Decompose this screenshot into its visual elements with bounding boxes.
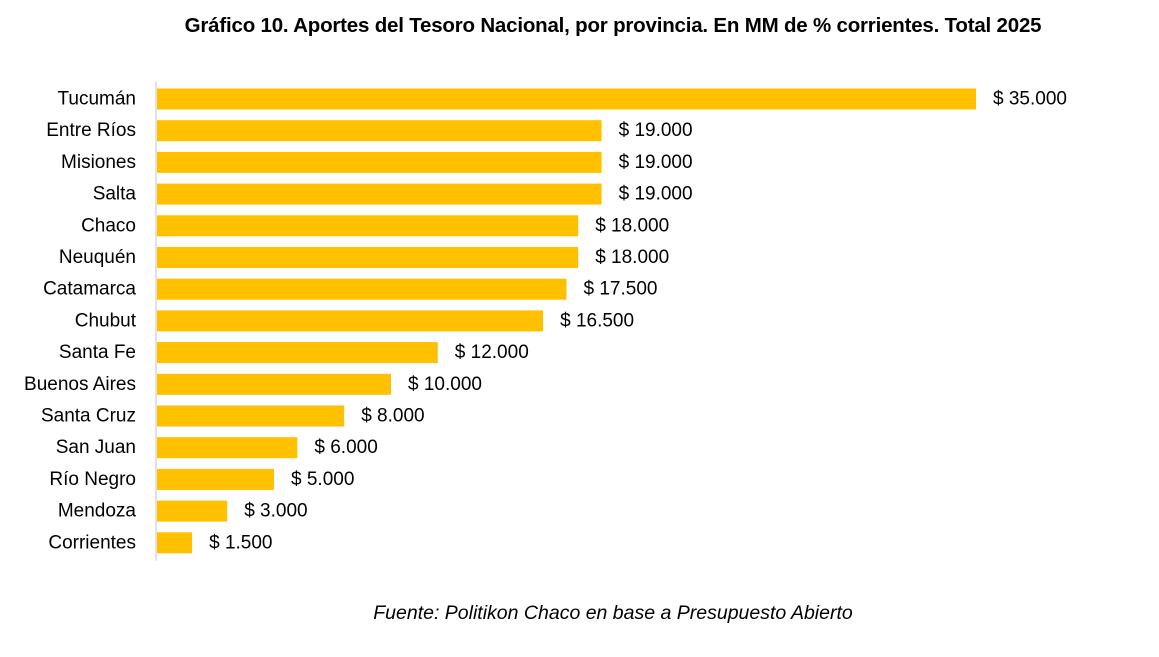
- chart-source: Fuente: Politikon Chaco en base a Presup…: [373, 602, 853, 624]
- chart-title: Gráfico 10. Aportes del Tesoro Nacional,…: [184, 14, 1042, 37]
- bar: [157, 500, 228, 522]
- value-label: $ 18.000: [595, 247, 669, 268]
- category-labels: Tucumán Entre Ríos Misiones Salta Chaco Neuqu…: [24, 89, 137, 554]
- bar: [157, 88, 976, 110]
- value-labels: $ 35.000 $ 19.000 $ 19.000 $ 19.000 $ 18.000…: [209, 89, 1067, 554]
- bars-layer: [157, 88, 976, 554]
- category-label: Tucumán: [58, 89, 137, 110]
- value-label: $ 8.000: [361, 406, 424, 427]
- category-label: Salta: [93, 184, 137, 205]
- bar: [157, 437, 298, 459]
- value-label: $ 3.000: [244, 501, 307, 522]
- category-label: San Juan: [56, 437, 136, 458]
- value-label: $ 12.000: [455, 342, 529, 363]
- category-label: Santa Fe: [59, 342, 136, 363]
- category-label: Chaco: [81, 215, 136, 236]
- value-label: $ 17.500: [584, 279, 658, 300]
- bar: [157, 278, 567, 300]
- bar: [157, 183, 602, 205]
- bar: [157, 310, 544, 332]
- category-label: Catamarca: [43, 279, 136, 300]
- bar: [157, 342, 438, 364]
- bar: [157, 373, 391, 395]
- bar: [157, 215, 579, 237]
- value-label: $ 18.000: [595, 215, 669, 236]
- category-label: Santa Cruz: [41, 406, 136, 427]
- value-label: $ 35.000: [993, 89, 1067, 110]
- bar: [157, 468, 274, 490]
- value-label: $ 19.000: [619, 184, 693, 205]
- category-label: Chubut: [75, 310, 137, 331]
- value-label: $ 19.000: [619, 152, 693, 173]
- category-label: Río Negro: [49, 469, 136, 490]
- value-label: $ 10.000: [408, 374, 482, 395]
- category-label: Neuquén: [59, 247, 136, 268]
- category-label: Corrientes: [48, 532, 136, 553]
- category-label: Misiones: [61, 152, 136, 173]
- value-label: $ 5.000: [291, 469, 354, 490]
- value-label: $ 1.500: [209, 532, 272, 553]
- bar: [157, 247, 579, 268]
- category-label: Entre Ríos: [46, 120, 136, 141]
- value-label: $ 16.500: [560, 310, 634, 331]
- value-label: $ 6.000: [314, 437, 377, 458]
- bar: [157, 405, 345, 427]
- bar: [157, 120, 602, 142]
- bar: [157, 151, 602, 173]
- value-label: $ 19.000: [619, 120, 693, 141]
- category-label: Buenos Aires: [24, 374, 136, 395]
- category-label: Mendoza: [58, 501, 137, 522]
- bar: [157, 532, 193, 554]
